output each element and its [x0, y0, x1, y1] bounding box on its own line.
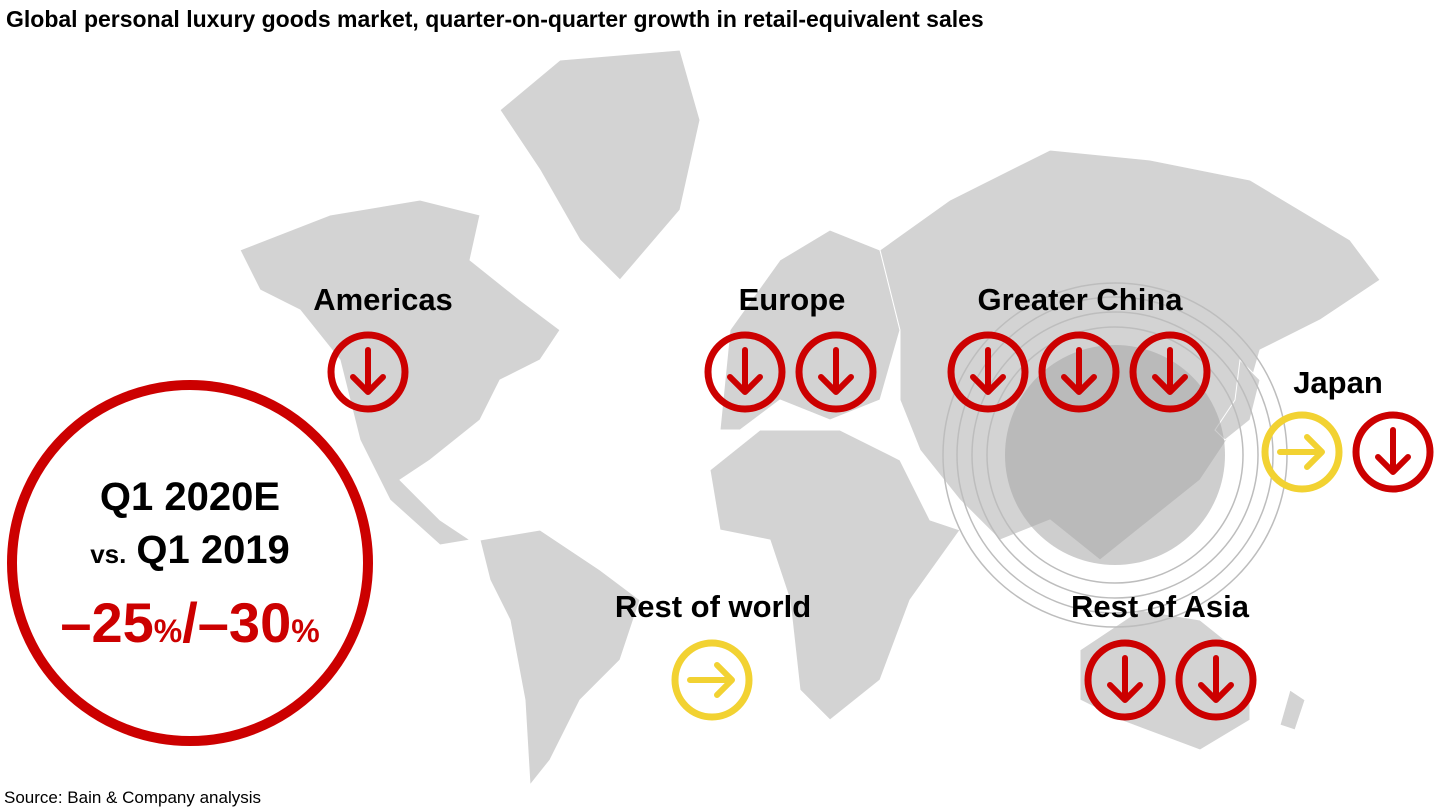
new-zealand	[1279, 689, 1306, 731]
high: –30	[198, 591, 291, 654]
arrow-glyph	[350, 347, 386, 395]
trend-arrow	[947, 331, 1029, 413]
arrow-ring	[1129, 331, 1211, 413]
region-label: Europe	[739, 282, 846, 317]
region-label: Americas	[313, 282, 453, 317]
trend-arrow	[1084, 639, 1166, 721]
arrow-glyph	[1198, 655, 1234, 703]
arrow-ring	[1084, 639, 1166, 721]
region: Americas	[313, 282, 453, 413]
trend-arrow	[327, 331, 409, 413]
trend-arrow	[1352, 411, 1434, 493]
north-america	[239, 199, 561, 546]
arrow-glyph	[687, 662, 735, 698]
arrow-glyph	[970, 347, 1006, 395]
trend-arrow	[1038, 331, 1120, 413]
versus: vs.	[90, 539, 126, 569]
low-unit: %	[154, 613, 182, 649]
japan-islands	[1214, 358, 1261, 441]
trend-arrow	[795, 331, 877, 413]
high-unit: %	[291, 613, 319, 649]
trend-arrow	[704, 331, 786, 413]
arrow-ring	[1352, 411, 1434, 493]
region-label: Rest of Asia	[1071, 589, 1250, 624]
arrow-glyph	[1061, 347, 1097, 395]
region: Rest of Asia	[1071, 589, 1257, 721]
headline-range: –25%/–30%	[60, 591, 319, 654]
arrow-ring	[1261, 411, 1343, 493]
source: Source: Bain & Company analysis	[4, 788, 261, 807]
arrow-ring	[704, 331, 786, 413]
headline-compare: vs. Q1 2019	[90, 528, 290, 572]
title: Global personal luxury goods market, qua…	[6, 6, 984, 32]
focus-ring	[986, 326, 1244, 584]
arrow-glyph	[1277, 434, 1325, 470]
greenland	[499, 49, 701, 281]
arrow-ring	[671, 639, 753, 721]
arrow-ring	[327, 331, 409, 413]
trend-arrow	[1261, 411, 1343, 493]
arrow-ring	[1175, 639, 1257, 721]
region: Rest of world	[615, 589, 811, 721]
regions: Americas Europe Greater China Japan Rest of …	[313, 282, 1434, 721]
region: Japan	[1261, 365, 1434, 493]
arrow-ring	[1038, 331, 1120, 413]
region: Europe	[704, 282, 877, 413]
arrow-ring	[795, 331, 877, 413]
separator: /	[182, 591, 198, 654]
arrow-glyph	[727, 347, 763, 395]
region-label: Rest of world	[615, 589, 811, 624]
arrow-glyph	[1152, 347, 1188, 395]
arrow-glyph	[818, 347, 854, 395]
focus-ring	[956, 296, 1274, 614]
headline-circle	[7, 380, 373, 746]
baseline: Q1 2019	[136, 528, 289, 572]
south-america	[479, 529, 641, 787]
trend-arrow	[1129, 331, 1211, 413]
arrow-glyph	[1107, 655, 1143, 703]
trend-arrow	[1175, 639, 1257, 721]
trend-arrow	[671, 639, 753, 721]
africa	[709, 429, 961, 721]
arrow-glyph	[1375, 427, 1411, 475]
headline-period: Q1 2020E	[100, 475, 280, 519]
region-label: Japan	[1293, 365, 1383, 400]
arrow-ring	[947, 331, 1029, 413]
region: Greater China	[947, 282, 1211, 413]
low: –25	[60, 591, 153, 654]
focus-ring	[971, 311, 1259, 599]
region-label: Greater China	[977, 282, 1183, 317]
